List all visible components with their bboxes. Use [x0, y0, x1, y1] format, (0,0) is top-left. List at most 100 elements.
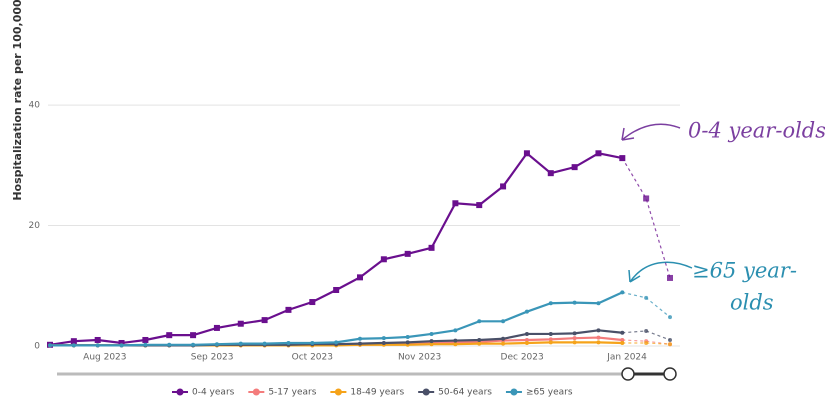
point [620, 337, 625, 342]
point [548, 340, 553, 345]
annotation: olds [730, 291, 774, 315]
point [309, 299, 316, 306]
point [119, 343, 124, 348]
x-tick-label: Oct 2023 [292, 353, 333, 363]
point [237, 320, 244, 327]
point [357, 274, 363, 281]
point [381, 336, 386, 341]
point [668, 315, 672, 320]
point [523, 150, 530, 157]
point [380, 256, 387, 263]
point [310, 340, 315, 345]
point [118, 339, 125, 346]
series-line [50, 291, 623, 347]
annotation-arrow [628, 261, 693, 283]
point [452, 200, 459, 207]
point [477, 319, 482, 324]
point [572, 300, 577, 305]
point [429, 342, 434, 347]
point [238, 341, 243, 346]
x-tick-label: Sep 2023 [191, 353, 234, 363]
point [453, 338, 458, 343]
point [428, 244, 435, 251]
point [477, 337, 482, 342]
point [94, 336, 101, 343]
point [620, 330, 625, 335]
point [261, 317, 268, 324]
range-slider-handle[interactable] [621, 367, 635, 381]
point [429, 331, 434, 336]
point [358, 336, 362, 341]
point [501, 341, 506, 346]
legend-label: 50-64 years [438, 388, 492, 398]
point [70, 338, 77, 345]
point [214, 342, 219, 347]
point [166, 332, 173, 339]
legend-label: 18-49 years [350, 388, 404, 398]
point [48, 343, 52, 348]
point [595, 150, 602, 157]
x-tick-label: Jan 2024 [606, 353, 647, 363]
point [334, 340, 339, 345]
legend-label: 5-17 years [268, 388, 316, 398]
legend-label: ≥65 years [526, 388, 573, 398]
legend-marker [422, 388, 430, 396]
point [286, 340, 291, 345]
point [167, 342, 172, 347]
y-tick-label: 0 [34, 342, 40, 352]
x-tick-label: Aug 2023 [83, 353, 126, 363]
point [548, 301, 553, 306]
point [453, 328, 458, 333]
y-axis-label: Hospitalization rate per 100,000 [11, 0, 24, 201]
point [596, 340, 601, 345]
series-line-provisional [622, 330, 671, 341]
legend-marker [334, 388, 342, 396]
series-line-provisional [622, 339, 671, 345]
point [429, 339, 434, 344]
point [620, 340, 625, 345]
point [644, 328, 649, 333]
y-tick-label: 40 [29, 101, 41, 111]
x-tick-label: Nov 2023 [398, 353, 441, 363]
point [524, 331, 529, 336]
legend-marker [252, 388, 260, 396]
range-slider-handle[interactable] [663, 367, 677, 381]
point [547, 170, 554, 177]
point [191, 342, 196, 347]
point [71, 343, 76, 348]
point [262, 341, 267, 346]
point [620, 290, 625, 295]
point [596, 301, 601, 306]
annotation: 0-4 year-olds [688, 119, 825, 143]
point [501, 336, 506, 341]
point [333, 286, 340, 293]
point [381, 340, 386, 345]
point [404, 250, 411, 257]
point [285, 306, 292, 313]
legend-marker [510, 388, 518, 396]
point [500, 183, 507, 190]
point [143, 342, 148, 347]
point [572, 336, 577, 341]
point [405, 334, 410, 339]
point [524, 337, 529, 342]
point [668, 342, 672, 347]
point [524, 309, 529, 314]
point [524, 340, 529, 345]
point [571, 164, 578, 171]
point [572, 331, 577, 336]
point [643, 195, 650, 202]
point [95, 343, 100, 348]
point [477, 341, 482, 346]
point [405, 340, 410, 345]
point [644, 295, 649, 300]
series-line-provisional [621, 157, 671, 279]
point [596, 335, 601, 340]
x-tick-label: Dec 2023 [501, 353, 544, 363]
legend-label: 0-4 years [192, 388, 235, 398]
point [548, 337, 553, 342]
point [619, 155, 626, 162]
point [453, 342, 458, 347]
series-line-provisional [622, 342, 671, 345]
